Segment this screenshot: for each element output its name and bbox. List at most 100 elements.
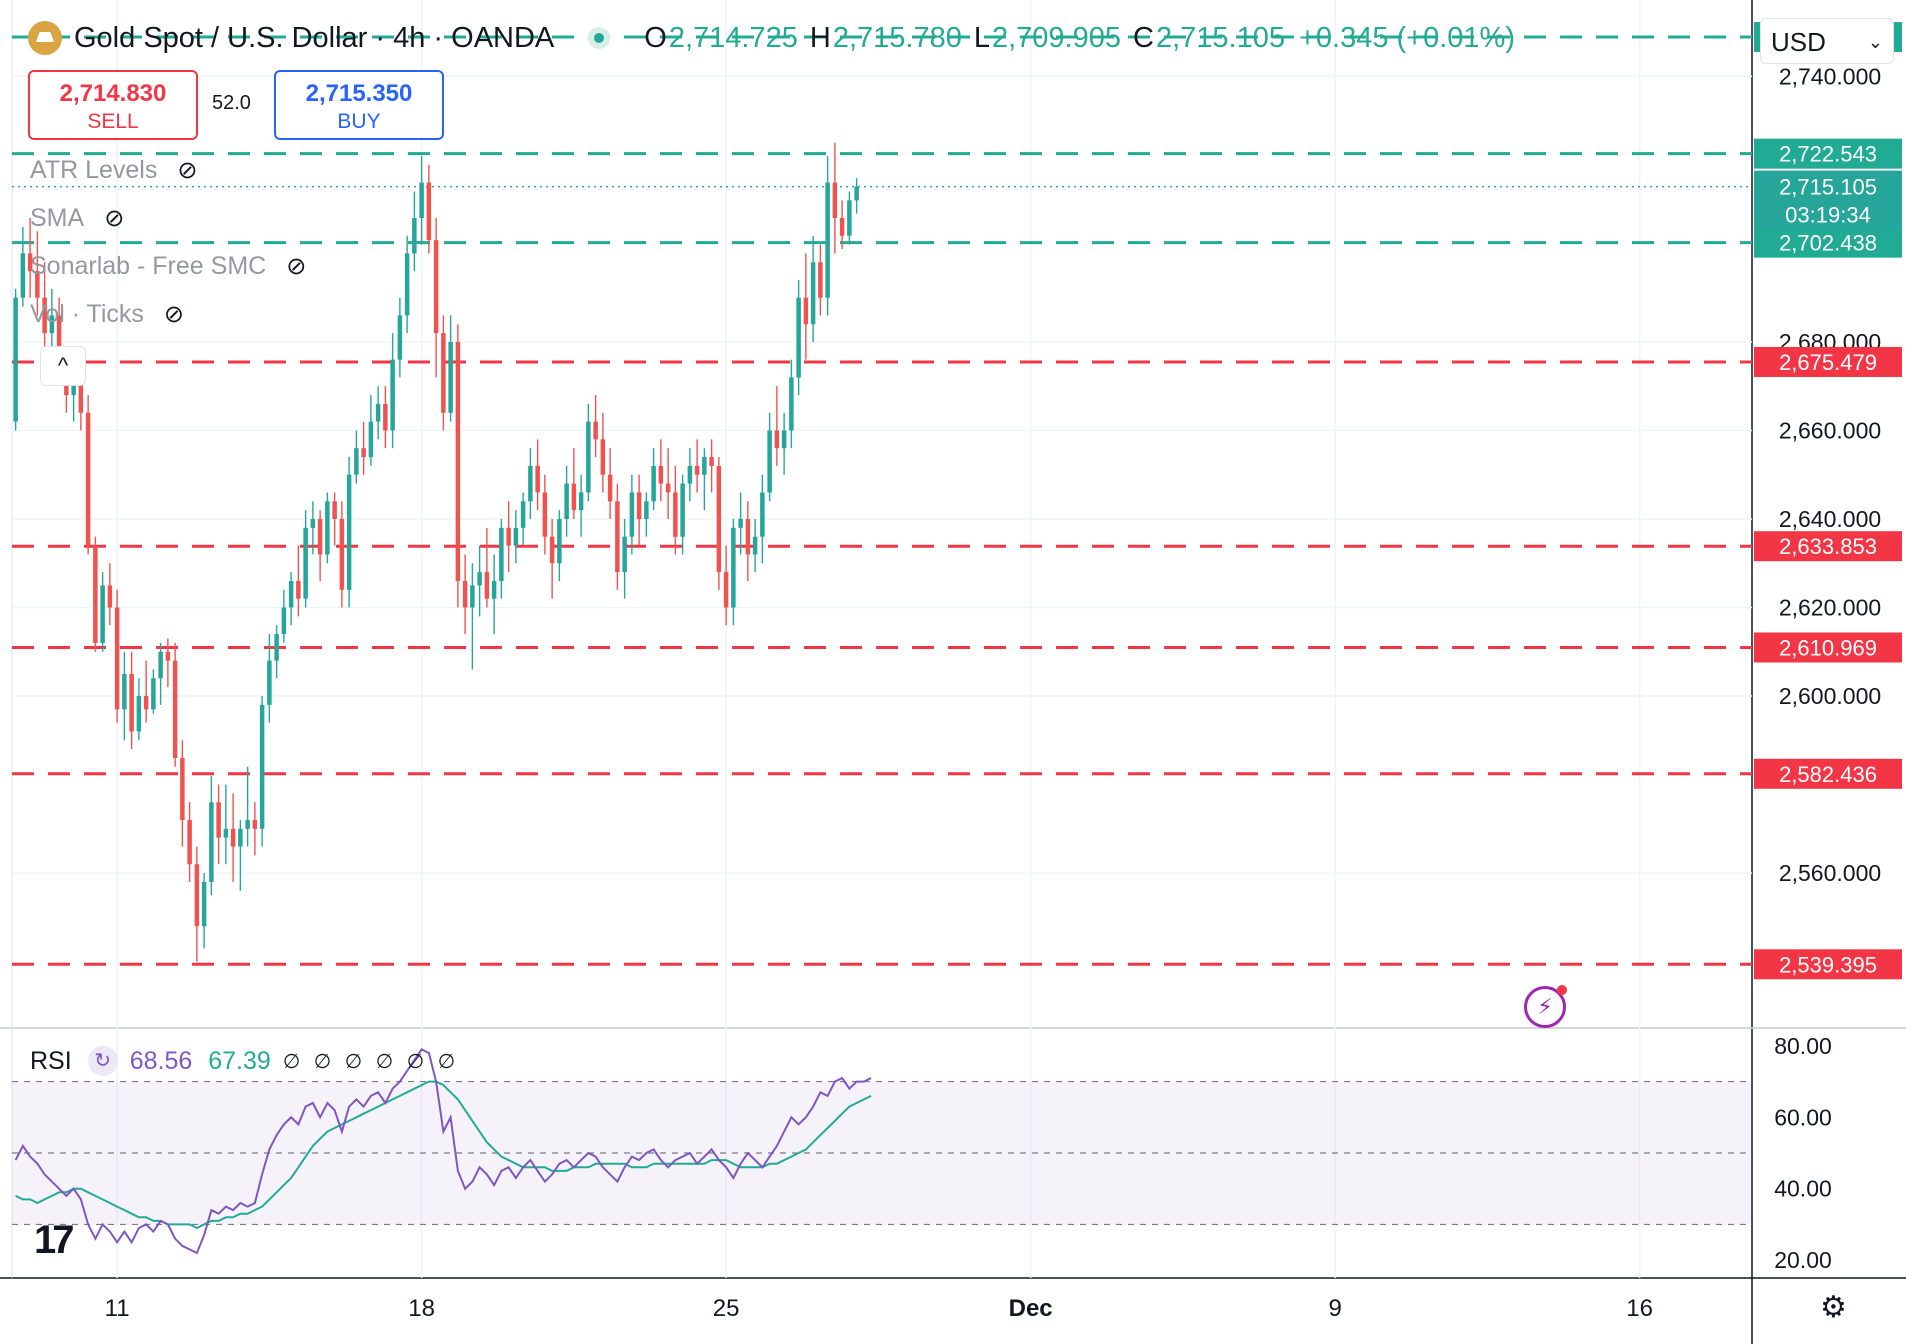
candle-body (680, 483, 685, 537)
candle-body (354, 448, 359, 475)
candle-body (216, 802, 221, 838)
candle-body (136, 696, 142, 732)
candle-body (42, 297, 47, 334)
candle-body (477, 572, 482, 586)
time-tick-label: Dec (1009, 1295, 1053, 1322)
candle-body (71, 377, 76, 396)
candle-body (230, 828, 236, 847)
indicator-sonarlab[interactable]: Sonarlab - Free SMC ⊘ (30, 252, 306, 281)
sell-button[interactable]: 2,714.830 SELL (28, 70, 198, 140)
bar-countdown: 03:19:34 (1785, 203, 1871, 228)
price-tick-label: 2,660.000 (1779, 417, 1881, 443)
candle-body (325, 501, 330, 555)
candle-body (600, 439, 606, 475)
candle-body (303, 527, 308, 599)
rsi-legend: RSI ↻ 68.56 67.39 ∅ ∅ ∅ ∅ ∅ ∅ (30, 1046, 459, 1076)
indicator-atr-levels[interactable]: ATR Levels ⊘ (30, 156, 197, 185)
eye-hidden-icon[interactable]: ⊘ (177, 157, 198, 184)
candle-body (122, 673, 127, 710)
candle-body (702, 457, 707, 475)
candle-body (361, 448, 366, 458)
candle-body (274, 634, 279, 661)
candle-body (731, 527, 736, 608)
candle-body (716, 465, 722, 573)
candle-body (397, 315, 403, 360)
spread-value: 52.0 (212, 92, 251, 114)
candle-body (658, 465, 664, 484)
candle-body (651, 465, 656, 502)
eye-hidden-icon[interactable]: ⊘ (104, 205, 125, 232)
rsi-label[interactable]: RSI (30, 1046, 72, 1075)
candles (13, 142, 859, 962)
candle-body (789, 377, 794, 431)
price-tick-label: 2,620.000 (1779, 595, 1881, 621)
candle-body (694, 465, 700, 475)
rsi-null-values: ∅ ∅ ∅ ∅ ∅ ∅ (282, 1050, 460, 1073)
candle-body (818, 262, 823, 298)
settings-icon[interactable]: ⚙ (1820, 1291, 1847, 1324)
rsi-tick-label: 40.00 (1774, 1176, 1832, 1202)
rsi-ma-value: 67.39 (208, 1046, 271, 1075)
candle-body (774, 430, 780, 449)
level-label-text: 2,633.853 (1779, 534, 1877, 559)
candle-body (129, 673, 134, 732)
time-tick-label: 16 (1626, 1295, 1653, 1322)
symbol-title[interactable]: Gold Spot / U.S. Dollar · 4h · OANDA (74, 21, 555, 54)
candle-body (673, 492, 678, 537)
level-label-bg (1754, 758, 1902, 789)
flash-alert-icon[interactable]: ⚡ (1524, 985, 1567, 1028)
candle-body (49, 315, 55, 334)
candle-body (825, 182, 830, 298)
candle-body (56, 315, 62, 365)
buy-button[interactable]: 2,715.350 BUY (274, 70, 444, 140)
candle-body (172, 660, 178, 759)
candle-body (745, 519, 751, 555)
level-label-text: 2,610.969 (1779, 635, 1877, 660)
price-tick-label: 2,640.000 (1779, 506, 1881, 532)
candle-body (339, 519, 345, 590)
candle-body (143, 696, 149, 710)
tradingview-logo[interactable]: 17 (34, 1218, 74, 1262)
candle-body (847, 200, 852, 236)
candle-body (767, 430, 772, 493)
indicator-sma[interactable]: SMA ⊘ (30, 204, 124, 233)
candle-body (419, 182, 424, 219)
currency-select[interactable]: USD ⌄ (1760, 18, 1894, 64)
close-value: 2,715.105 (1155, 21, 1285, 54)
candle-body (462, 580, 468, 608)
candle-body (593, 421, 598, 440)
candle-body (455, 341, 461, 581)
candle-body (100, 585, 105, 643)
time-tick-label: 25 (713, 1295, 740, 1322)
level-label-support: 2,633.853 (1754, 531, 1902, 562)
candle-body (85, 412, 91, 546)
candle-body (760, 492, 765, 537)
candle-body (151, 678, 156, 710)
collapse-indicators-button[interactable]: ^ (40, 346, 86, 386)
indicator-vol-ticks[interactable]: Vol · Ticks ⊘ (30, 300, 184, 329)
chevron-down-icon: ⌄ (1867, 32, 1883, 52)
eye-hidden-icon[interactable]: ⊘ (163, 301, 185, 328)
candle-body (194, 864, 200, 927)
sell-label: SELL (87, 110, 139, 133)
eye-hidden-icon[interactable]: ⊘ (286, 253, 307, 280)
candle-body (20, 253, 26, 298)
close-label: C (1132, 21, 1154, 54)
candle-body (752, 536, 758, 555)
candle-body (542, 492, 548, 537)
indicator-label: ATR Levels (30, 156, 158, 184)
candle-body (549, 536, 555, 564)
candle-body (201, 881, 207, 927)
currency-value: USD (1771, 27, 1826, 57)
level-label-support: 2,610.969 (1754, 632, 1902, 663)
candle-body (528, 465, 533, 502)
candle-body (288, 580, 294, 608)
candle-body (346, 474, 352, 590)
level-label-bg (1754, 949, 1902, 980)
candle-body (281, 607, 287, 635)
candle-body (35, 271, 40, 298)
candle-body (535, 465, 540, 493)
level-label-resistance: 2,702.438 (1754, 227, 1902, 258)
candle-body (796, 297, 801, 378)
